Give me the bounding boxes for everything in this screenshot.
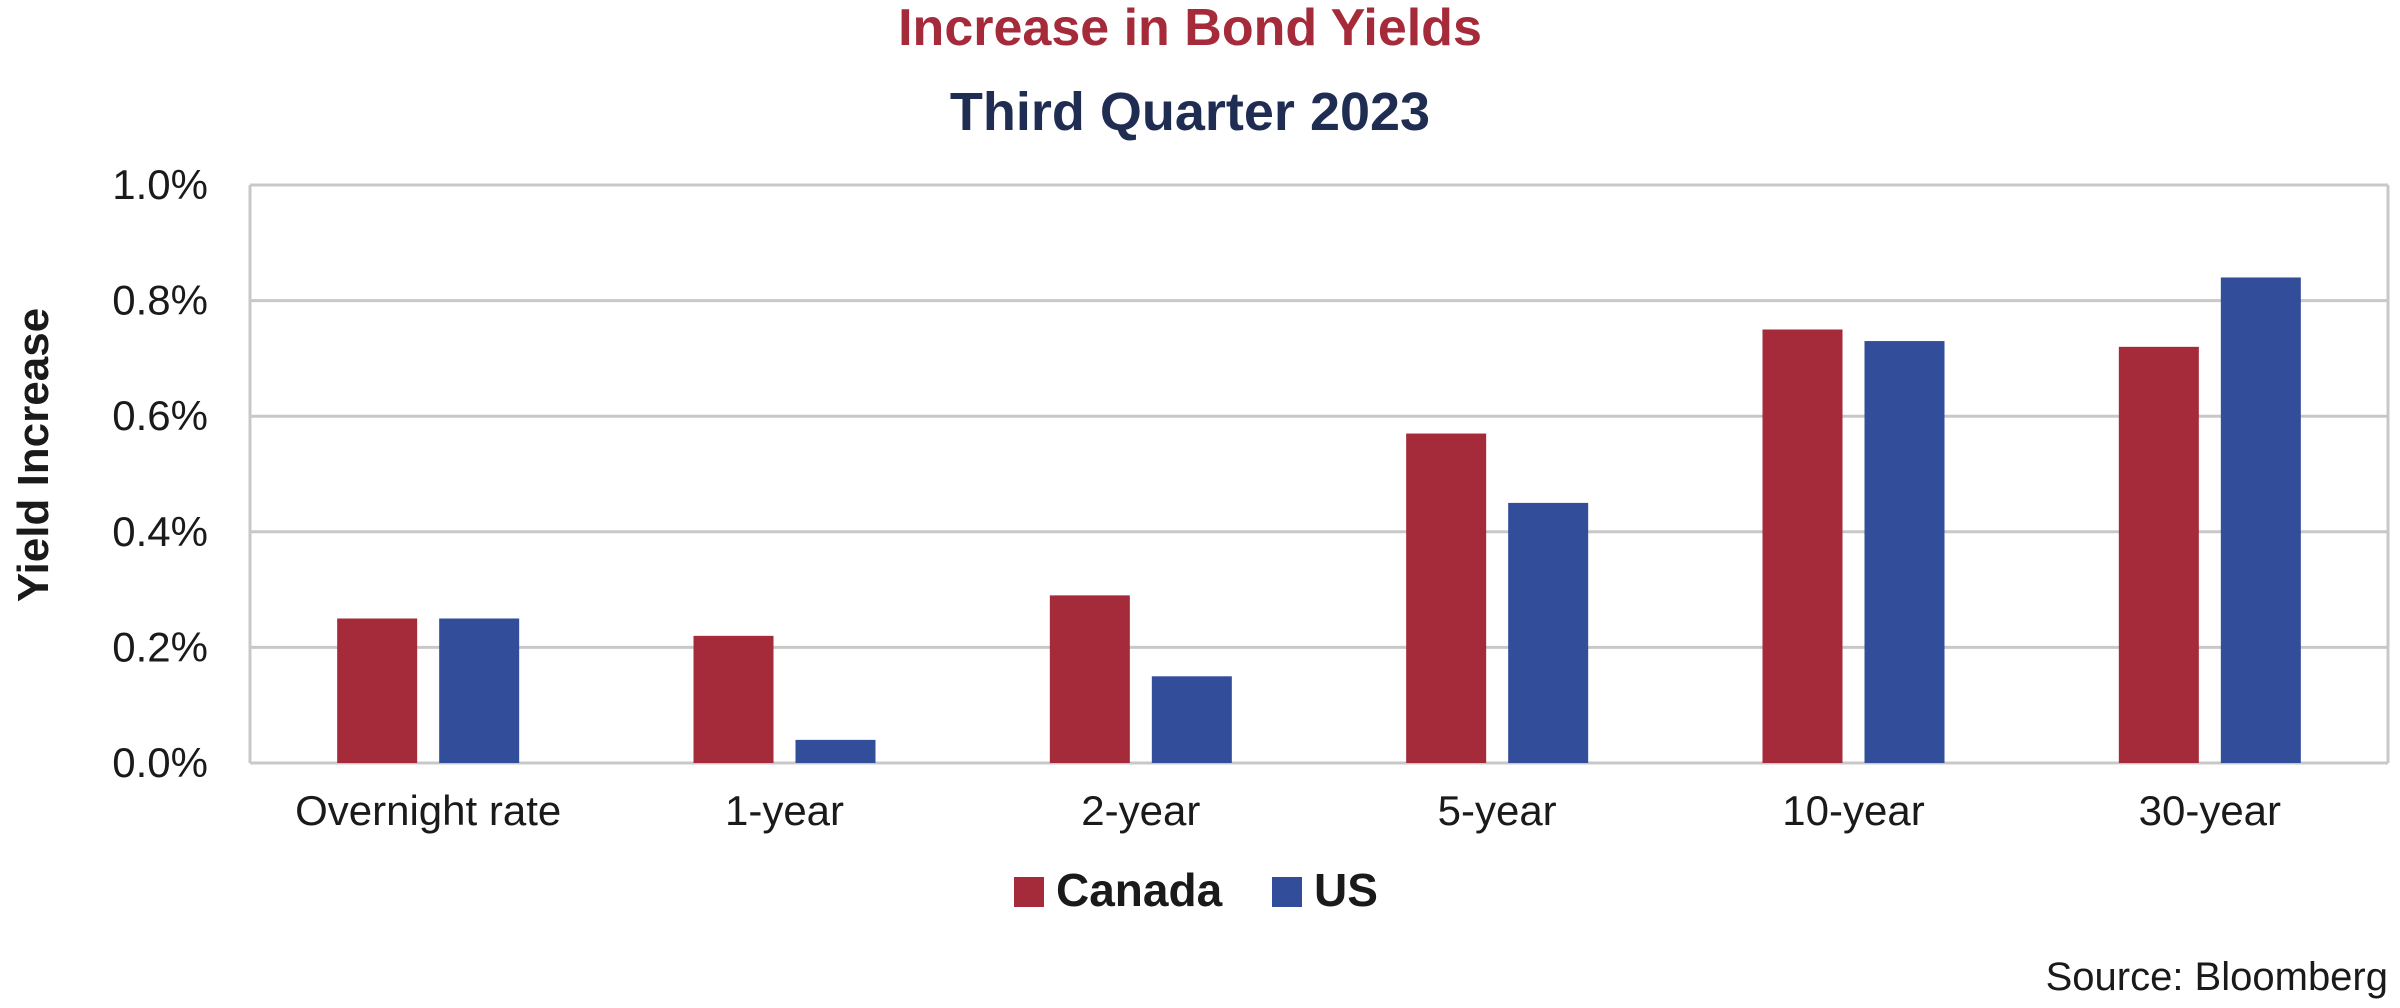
chart-title: Increase in Bond Yields [898,0,1482,57]
x-tick-label: Overnight rate [295,787,561,834]
source-note: Source: Bloomberg [2046,955,2388,999]
y-tick-label: 0.2% [112,623,208,670]
bars [337,277,2301,763]
legend-label-us: US [1314,864,1378,916]
bar-canada-4 [1762,329,1843,763]
bar-us-5 [2220,277,2301,763]
x-tick-label: 10-year [1782,787,1924,834]
legend-swatch-us [1272,877,1302,907]
x-tick-label: 30-year [2139,787,2281,834]
bar-us-0 [439,618,520,763]
bar-canada-5 [2118,346,2199,763]
y-tick-label: 1.0% [112,161,208,208]
y-tick-label: 0.8% [112,277,208,324]
chart-subtitle: Third Quarter 2023 [950,82,1430,142]
y-tick-label: 0.6% [112,392,208,439]
y-tick-labels: 0.0% 0.2% 0.4% 0.6% 0.8% 1.0% [112,161,208,786]
bar-canada-1 [693,635,774,763]
x-tick-label: 1-year [725,787,844,834]
legend-swatch-canada [1014,877,1044,907]
y-tick-label: 0.4% [112,508,208,555]
y-axis-label: Yield Increase [9,308,58,602]
y-tick-label: 0.0% [112,739,208,786]
bar-canada-0 [337,618,418,763]
bar-us-1 [795,739,876,763]
bar-us-4 [1864,341,1945,763]
bar-canada-3 [1406,433,1487,763]
bar-us-3 [1508,502,1589,763]
x-tick-label: 5-year [1438,787,1557,834]
legend-label-canada: Canada [1056,864,1223,916]
x-tick-label: 2-year [1081,787,1200,834]
bar-canada-2 [1049,595,1130,763]
x-tick-labels: Overnight rate 1-year 2-year 5-year 10-year 3… [295,787,2281,834]
bar-us-2 [1151,676,1232,763]
gridlines [248,183,2390,765]
legend: Canada US [1014,864,1378,916]
